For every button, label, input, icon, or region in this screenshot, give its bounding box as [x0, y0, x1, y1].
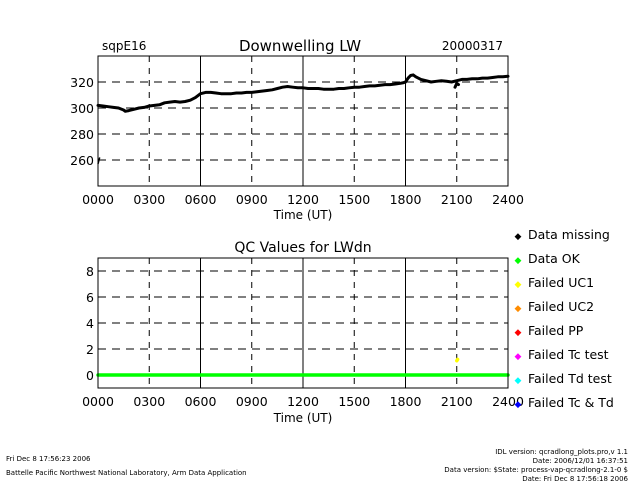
- x-tick-label: 0900: [236, 394, 268, 409]
- legend-marker-icon: ◆: [514, 304, 522, 314]
- y-tick-label: 280: [70, 127, 94, 142]
- series-line: [453, 81, 460, 89]
- y-tick-label: 2: [86, 342, 94, 357]
- legend-marker-icon: ◆: [514, 256, 522, 266]
- legend-label: Failed Tc & Td: [524, 395, 614, 410]
- downwelling-lw-chart: sqpE16 Downwelling LW 20000317 0000 0300 0…: [70, 37, 524, 222]
- qc-values-chart: QC Values for LWdn 0000 0300 0600 0900 1200 1…: [82, 240, 524, 425]
- y-tick-label: 300: [70, 101, 94, 116]
- y-tick-label: 4: [86, 316, 94, 331]
- legend-label: Failed PP: [524, 323, 584, 338]
- chart-title: Downwelling LW: [239, 37, 361, 55]
- y-tick-label: 320: [70, 75, 94, 90]
- x-tick-label: 2400: [492, 394, 524, 409]
- series-line: [96, 73, 510, 113]
- footer-right: IDL version: qcradlong_plots.pro,v 1.1 D…: [444, 448, 628, 484]
- institution-credit: Battelle Pacific Northwest National Labo…: [6, 469, 247, 477]
- legend-label: Failed UC2: [524, 299, 595, 314]
- x-tick-label: 1500: [338, 394, 370, 409]
- y-tick-label: 6: [86, 290, 94, 305]
- legend-label: Data missing: [524, 227, 610, 242]
- y-tick-label: 8: [86, 264, 94, 279]
- x-tick-label: 2100: [441, 394, 473, 409]
- plot-frame: [97, 257, 509, 389]
- grid-lines: [98, 56, 508, 186]
- x-tick-label: 0000: [82, 192, 114, 207]
- x-tick-label: 0300: [133, 192, 165, 207]
- data-series: [96, 357, 510, 377]
- legend-marker-icon: ◆: [514, 376, 522, 386]
- x-tick-label: 2400: [492, 192, 524, 207]
- x-tick-label: 0300: [133, 394, 165, 409]
- legend-item: ◆ Failed PP: [512, 322, 584, 340]
- idl-date: Date: 2006/12/01 16:37:51: [532, 457, 628, 465]
- x-tick-label: 1200: [287, 394, 319, 409]
- x-axis-ticks: 0000 0300 0600 0900 1200 1500 1800 2100 2400: [82, 192, 524, 207]
- y-tick-label: 0: [86, 368, 94, 383]
- legend-marker-icon: ◆: [514, 328, 522, 338]
- legend-item: ◆ Failed Td test: [512, 370, 612, 388]
- legend-label: Data OK: [524, 251, 580, 266]
- x-tick-label: 0600: [185, 394, 217, 409]
- legend-marker-icon: ◆: [514, 280, 522, 290]
- legend-label: Failed Td test: [524, 371, 612, 386]
- legend-marker-icon: ◆: [514, 400, 522, 410]
- legend-item: ◆ Failed Tc test: [512, 346, 609, 364]
- x-axis-label: Time (UT): [273, 208, 333, 222]
- x-tick-label: 1500: [338, 192, 370, 207]
- y-axis-ticks: 260 280 300 320: [70, 75, 94, 168]
- y-tick-label: 260: [70, 153, 94, 168]
- footer-left: Fri Dec 8 17:56:23 2006 Battelle Pacific…: [6, 455, 247, 478]
- x-tick-label: 0900: [236, 192, 268, 207]
- legend-item: ◆ Data missing: [512, 226, 610, 244]
- x-tick-label: 1800: [390, 394, 422, 409]
- x-tick-label: 1200: [287, 192, 319, 207]
- x-tick-label: 1800: [390, 192, 422, 207]
- run-timestamp: Fri Dec 8 17:56:23 2006: [6, 455, 91, 463]
- legend-item: ◆ Failed Tc & Td: [512, 394, 614, 412]
- chart-title: QC Values for LWdn: [234, 240, 371, 256]
- legend-label: Failed UC1: [524, 275, 595, 290]
- x-axis-ticks: 0000 0300 0600 0900 1200 1500 1800 2100 2400: [82, 394, 524, 409]
- legend-item: ◆ Data OK: [512, 250, 580, 268]
- x-tick-label: 0000: [82, 394, 114, 409]
- legend-marker-icon: ◆: [514, 352, 522, 362]
- date-label: 20000317: [442, 39, 503, 53]
- x-tick-label: 2100: [441, 192, 473, 207]
- x-axis-label: Time (UT): [273, 411, 333, 425]
- y-axis-ticks: 0 2 4 6 8: [86, 264, 94, 383]
- site-label: sqpE16: [102, 39, 146, 53]
- legend-label: Failed Tc test: [524, 347, 609, 362]
- legend-item: ◆ Failed UC2: [512, 298, 595, 316]
- idl-version: IDL version: qcradlong_plots.pro,v 1.1: [495, 448, 628, 456]
- legend-item: ◆ Failed UC1: [512, 274, 595, 292]
- legend-marker-icon: ◆: [514, 232, 522, 242]
- grid-lines: [98, 258, 508, 388]
- series-line: [455, 357, 460, 363]
- x-tick-label: 0600: [185, 192, 217, 207]
- plot-frame: [97, 55, 509, 187]
- data-version: Data version: $State: process-vap-qcradl…: [444, 466, 628, 474]
- data-date: Date: Fri Dec 8 17:56:18 2006: [522, 475, 628, 483]
